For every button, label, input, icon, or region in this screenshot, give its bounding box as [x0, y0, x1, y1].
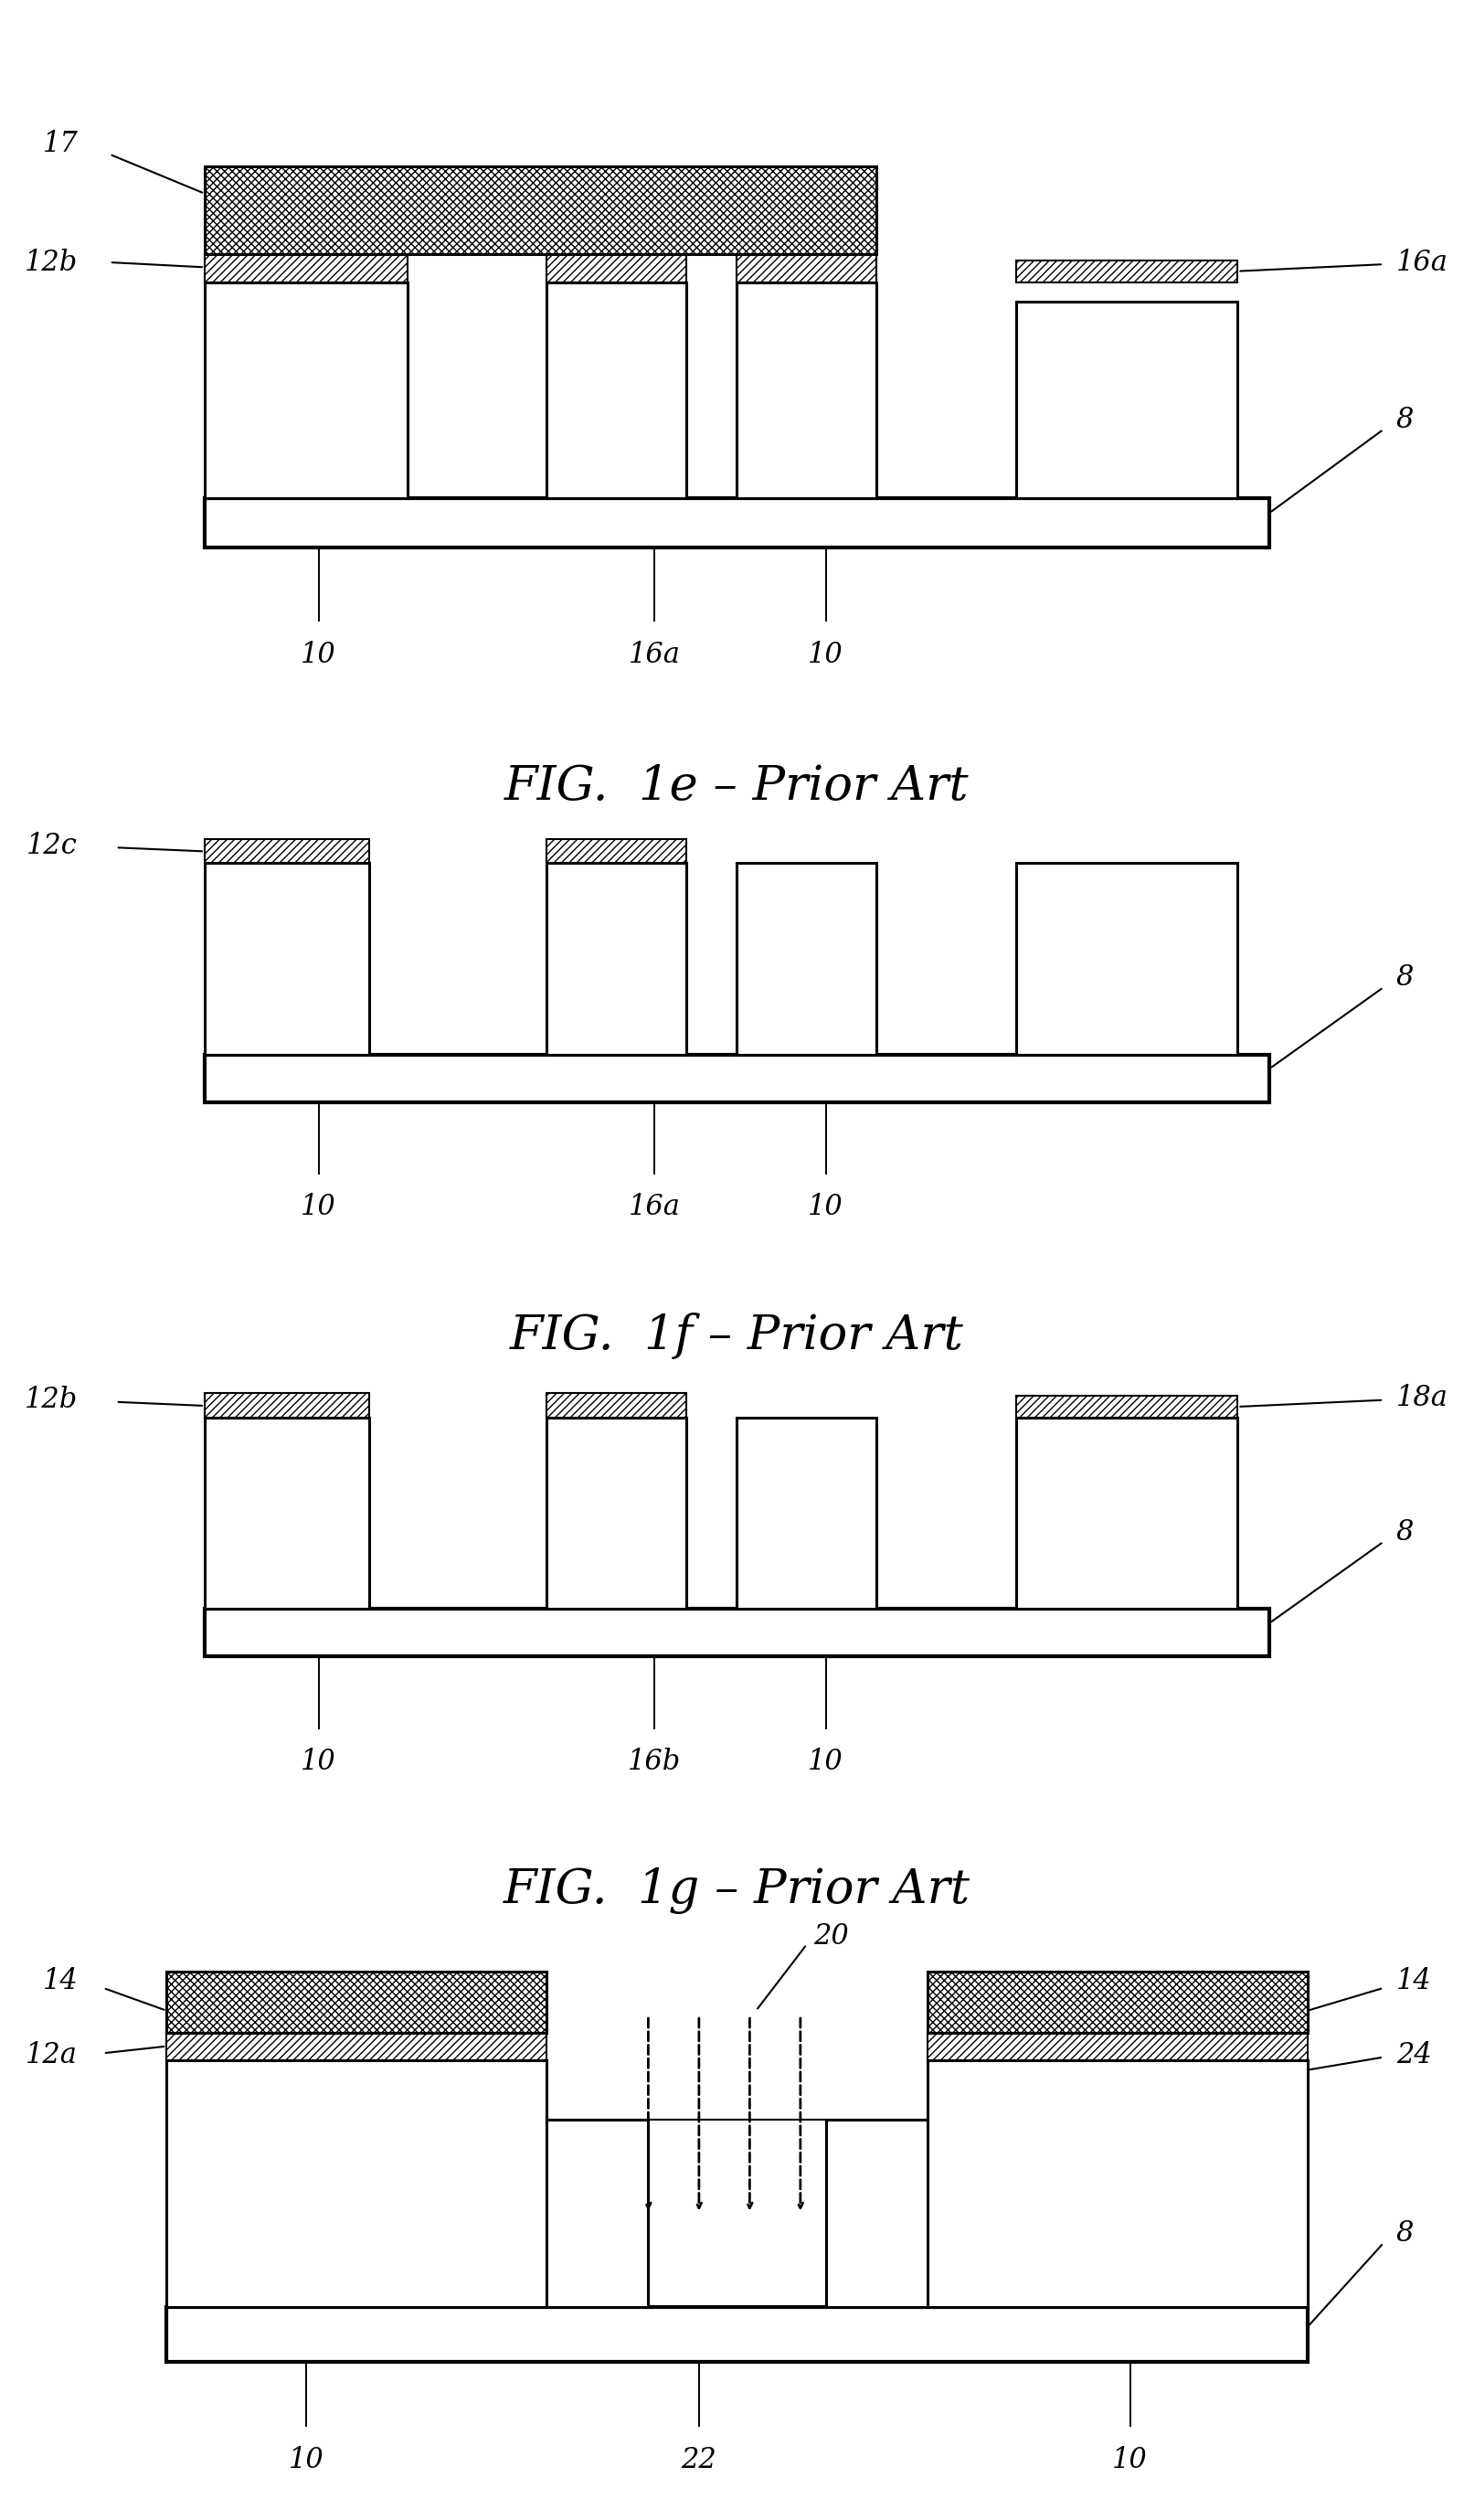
Bar [1016, 862, 1238, 1053]
Text: 10: 10 [301, 1192, 336, 1222]
Text: 12b: 12b [25, 1386, 78, 1414]
Text: 12b: 12b [25, 247, 78, 277]
Text: 18a: 18a [1396, 1383, 1447, 1411]
Bar [737, 1416, 877, 1608]
Text: 16a: 16a [1396, 247, 1447, 277]
Bar [737, 282, 877, 499]
Bar [547, 255, 687, 282]
Bar [547, 2119, 649, 2308]
Text: 10: 10 [808, 1192, 843, 1222]
Text: 12a: 12a [27, 2041, 78, 2069]
Bar [205, 499, 1269, 547]
Text: 10: 10 [301, 1749, 336, 1777]
Bar [927, 2061, 1307, 2308]
Bar [927, 2034, 1307, 2061]
Text: 14: 14 [1396, 1966, 1431, 1996]
Bar [1016, 1416, 1238, 1608]
Bar [167, 2061, 547, 2308]
Text: 8: 8 [1396, 1517, 1414, 1547]
Text: 14: 14 [43, 1966, 78, 1996]
Text: 10: 10 [289, 2444, 324, 2475]
Text: 22: 22 [681, 2444, 716, 2475]
Bar [737, 255, 877, 282]
Bar [825, 2119, 927, 2308]
Bar [167, 1971, 547, 2034]
Bar [205, 862, 370, 1053]
Text: 10: 10 [808, 640, 843, 668]
Bar [547, 282, 687, 499]
Text: FIG.  1g – Prior Art: FIG. 1g – Prior Art [504, 1867, 970, 1913]
Text: 20: 20 [814, 1923, 849, 1950]
Text: 10: 10 [301, 640, 336, 668]
Text: 17: 17 [43, 131, 78, 159]
Bar [205, 1416, 370, 1608]
Bar [547, 839, 687, 862]
Text: 16a: 16a [628, 1192, 681, 1222]
Text: FIG.  1e – Prior Art: FIG. 1e – Prior Art [504, 764, 970, 809]
Bar [547, 1416, 687, 1608]
Bar [1016, 1396, 1238, 1416]
Bar [167, 2308, 1307, 2361]
Bar [205, 166, 877, 255]
Bar [205, 282, 407, 499]
Text: 24: 24 [1396, 2041, 1431, 2069]
Bar [737, 862, 877, 1053]
Bar [205, 1608, 1269, 1656]
Bar [927, 1971, 1307, 2034]
Bar [205, 1053, 1269, 1101]
Bar [205, 255, 407, 282]
Text: 16a: 16a [628, 640, 681, 668]
Text: 8: 8 [1396, 963, 1414, 993]
Bar [205, 839, 370, 862]
Text: 12c: 12c [27, 832, 78, 859]
Bar [205, 1394, 370, 1416]
Bar [1016, 260, 1238, 282]
Text: FIG.  1f – Prior Art: FIG. 1f – Prior Art [510, 1313, 964, 1358]
Text: 8: 8 [1396, 2220, 1414, 2248]
Bar [547, 1394, 687, 1416]
Text: 8: 8 [1396, 406, 1414, 433]
Text: 10: 10 [1113, 2444, 1148, 2475]
Bar [547, 862, 687, 1053]
Text: 10: 10 [808, 1749, 843, 1777]
Bar [167, 2034, 547, 2061]
Bar [1016, 302, 1238, 499]
Text: 16b: 16b [628, 1749, 681, 1777]
